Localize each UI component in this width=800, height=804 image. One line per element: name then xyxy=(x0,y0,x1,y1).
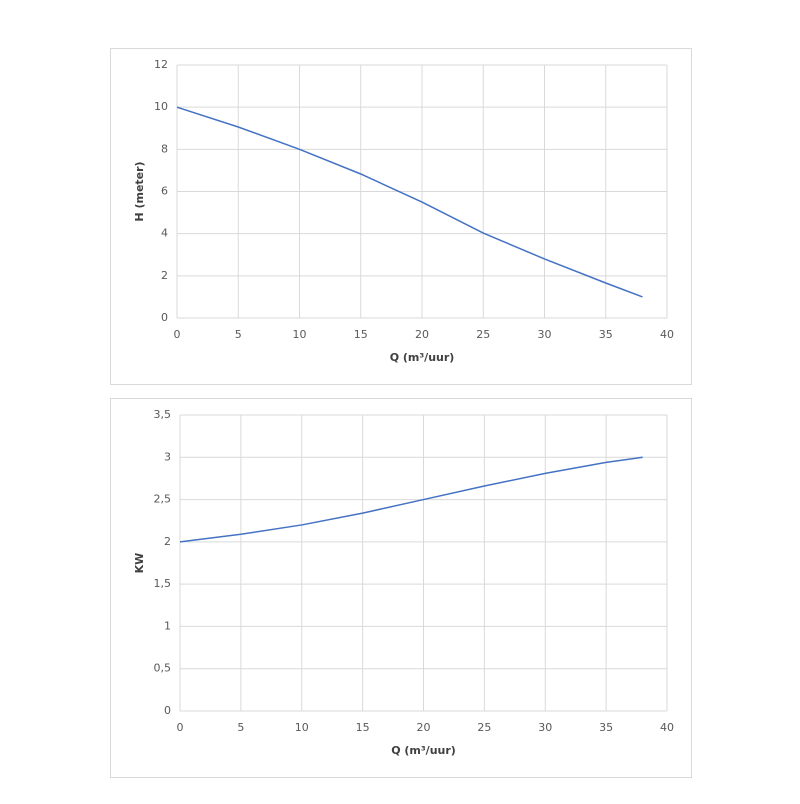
x-tick-label: 35 xyxy=(599,328,613,341)
y-tick-label: 4 xyxy=(161,227,168,240)
x-tick-label: 40 xyxy=(660,328,674,341)
x-axis-title: Q (m³/uur) xyxy=(390,351,455,364)
panel xyxy=(110,48,692,385)
y-axis-title: H (meter) xyxy=(133,161,146,221)
x-tick-label: 25 xyxy=(476,328,490,341)
y-tick-label: 8 xyxy=(161,142,168,155)
panel xyxy=(110,398,692,778)
y-tick-label: 2 xyxy=(161,269,168,282)
x-tick-label: 20 xyxy=(417,721,431,734)
x-axis-title: Q (m³/uur) xyxy=(391,744,456,757)
x-tick-label: 30 xyxy=(538,328,552,341)
y-tick-label: 3 xyxy=(164,450,171,463)
x-tick-label: 5 xyxy=(235,328,242,341)
y-tick-label: 2,5 xyxy=(154,493,172,506)
y-tick-label: 2 xyxy=(164,535,171,548)
y-tick-label: 0 xyxy=(161,311,168,324)
y-tick-label: 10 xyxy=(154,100,168,113)
y-tick-label: 1,5 xyxy=(154,577,172,590)
x-tick-label: 5 xyxy=(237,721,244,734)
x-tick-label: 40 xyxy=(660,721,674,734)
y-tick-label: 12 xyxy=(154,58,168,71)
x-tick-label: 15 xyxy=(354,328,368,341)
x-tick-label: 10 xyxy=(295,721,309,734)
x-tick-label: 0 xyxy=(177,721,184,734)
y-axis-title: KW xyxy=(133,553,146,574)
y-tick-label: 6 xyxy=(161,185,168,198)
line xyxy=(179,456,643,543)
x-tick-label: 20 xyxy=(415,328,429,341)
x-tick-label: 30 xyxy=(538,721,552,734)
y-tick-label: 0 xyxy=(164,704,171,717)
y-tick-label: 1 xyxy=(164,619,171,632)
line xyxy=(176,106,643,298)
y-tick-label: 0,5 xyxy=(154,662,172,675)
x-tick-label: 15 xyxy=(356,721,370,734)
x-tick-label: 25 xyxy=(477,721,491,734)
y-tick-label: 3,5 xyxy=(154,408,172,421)
x-tick-label: 0 xyxy=(174,328,181,341)
x-tick-label: 35 xyxy=(599,721,613,734)
x-tick-label: 10 xyxy=(293,328,307,341)
